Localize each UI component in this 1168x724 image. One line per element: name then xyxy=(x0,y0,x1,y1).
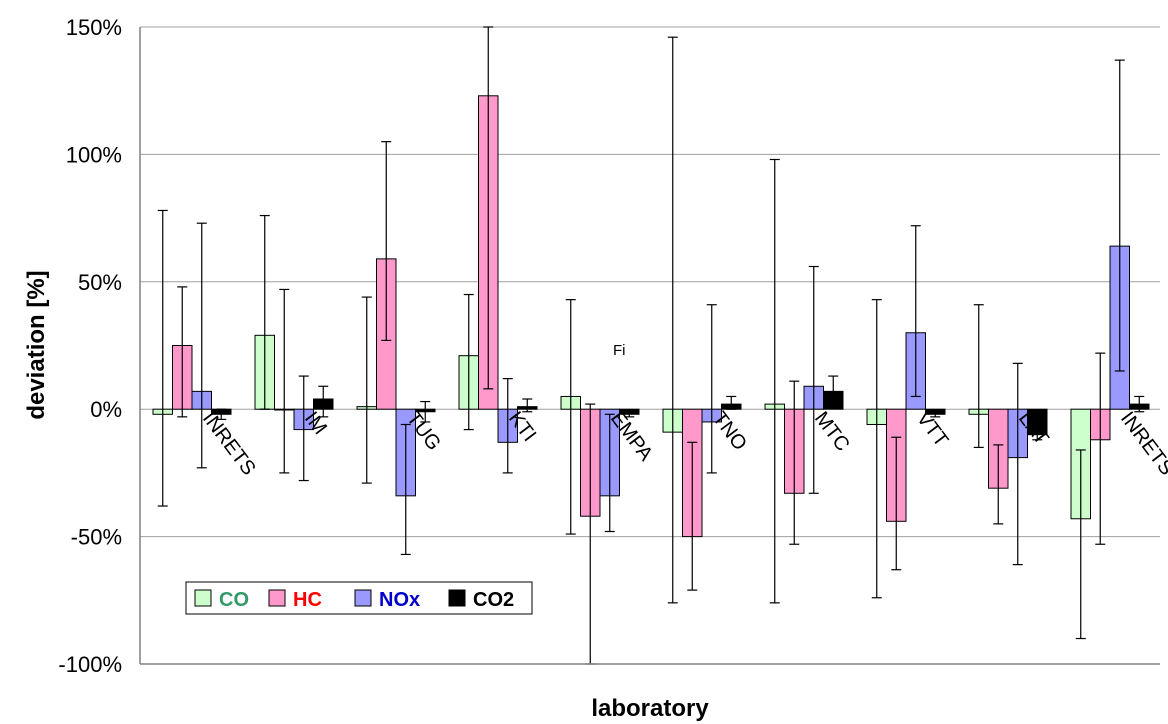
error-bar-co2-im xyxy=(318,385,329,418)
error-bar-co2-tug xyxy=(420,400,431,423)
error-bar-hc-kti xyxy=(483,26,494,390)
error-bar-nox-im xyxy=(298,375,309,482)
y-tick-label: -100% xyxy=(58,652,122,677)
legend-item-co2: CO2 xyxy=(448,589,514,611)
error-bars xyxy=(157,26,1145,665)
error-bar-hc-lat xyxy=(993,444,1004,525)
error-bar-co-vtt xyxy=(871,299,882,599)
category-label-inrets: INRETS xyxy=(1116,408,1168,480)
y-tick-label: 50% xyxy=(78,270,122,295)
error-bar-nox-mtc xyxy=(808,265,819,494)
error-bar-co2-lat xyxy=(1032,428,1043,441)
legend-swatch xyxy=(354,589,372,607)
x-axis-title: laboratory xyxy=(591,695,709,722)
error-bar-nox-empa xyxy=(604,413,615,533)
error-bar-co2-vtt xyxy=(930,411,941,418)
error-bar-hc-inrets xyxy=(177,286,188,418)
error-bar-hc-vtt xyxy=(891,436,902,571)
legend-item-co: CO xyxy=(194,589,249,611)
legend-label: CO xyxy=(219,589,249,611)
error-bar-nox-tno xyxy=(706,304,717,474)
legend-items: CO HC NOx CO2 xyxy=(194,589,514,611)
legend-label: NOx xyxy=(379,589,420,611)
error-bar-hc-mtc xyxy=(789,380,800,545)
y-tick-labels: 150% 100% 50% 0% -50% -100% xyxy=(58,15,122,677)
error-bar-co-empa xyxy=(565,299,576,535)
y-axis-title: deviation [%] xyxy=(23,270,50,419)
error-bar-hc-tno xyxy=(687,441,698,591)
error-bar-hc-inrets xyxy=(1095,352,1106,545)
legend: CO HC NOx CO2 xyxy=(185,581,533,615)
error-bar-co-tug xyxy=(361,296,372,484)
error-bar-co-kti xyxy=(463,293,474,431)
legend-label: CO2 xyxy=(473,589,514,611)
category-label-inrets: INRETS xyxy=(198,408,260,480)
y-tick-label: 0% xyxy=(90,397,122,422)
error-bar-co2-tno xyxy=(726,395,737,410)
error-bar-hc-tug xyxy=(381,141,392,342)
error-bar-nox-inrets xyxy=(196,222,207,469)
y-tick-label: -50% xyxy=(71,525,122,550)
y-tick-label: 150% xyxy=(66,15,122,40)
legend-swatch xyxy=(448,589,466,607)
error-bar-co-lat xyxy=(973,304,984,449)
error-bar-co2-inrets xyxy=(1134,395,1145,413)
error-bar-co-inrets xyxy=(157,209,168,507)
error-bar-co-mtc xyxy=(769,158,780,604)
error-bar-nox-vtt xyxy=(910,225,921,398)
category-label-mtc: MTC xyxy=(810,408,854,456)
error-bar-nox-kti xyxy=(502,378,513,474)
error-bar-co-im xyxy=(259,214,270,410)
error-bar-co2-mtc xyxy=(828,375,839,408)
legend-label: HC xyxy=(293,589,322,611)
error-bar-co2-inrets xyxy=(216,408,227,420)
legend-item-hc: HC xyxy=(268,589,322,611)
category-label-vtt: VTT xyxy=(912,408,952,451)
error-bar-nox-inrets xyxy=(1114,59,1125,372)
error-bar-co-tno xyxy=(667,36,678,604)
y-tick-label: 100% xyxy=(66,142,122,167)
annotation-fi: Fi xyxy=(613,342,626,359)
error-bar-co2-kti xyxy=(522,398,533,413)
error-bar-co2-empa xyxy=(624,411,635,418)
error-bar-co-inrets xyxy=(1075,449,1086,640)
legend-swatch xyxy=(194,589,212,607)
error-bar-nox-tug xyxy=(400,423,411,556)
legend-item-nox: NOx xyxy=(354,589,420,611)
error-bar-nox-lat xyxy=(1012,362,1023,566)
axes xyxy=(139,27,1160,665)
error-bar-hc-im xyxy=(279,288,290,474)
legend-swatch xyxy=(268,589,286,607)
bar-series xyxy=(152,95,1150,538)
